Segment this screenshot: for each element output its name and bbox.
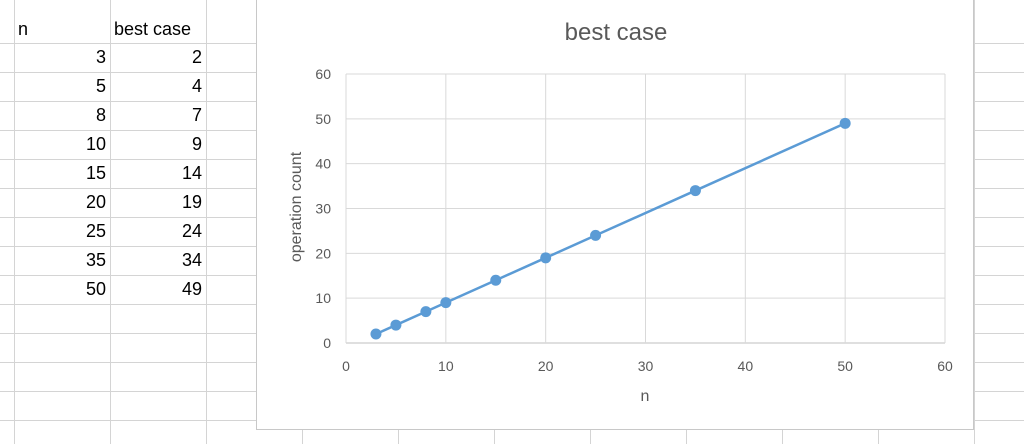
x-axis-label: n bbox=[641, 388, 650, 405]
cell-n[interactable]: 3 bbox=[95, 47, 106, 67]
cell-n[interactable]: 35 bbox=[85, 250, 106, 270]
y-tick-label: 50 bbox=[315, 111, 331, 127]
y-tick-label: 60 bbox=[315, 66, 331, 82]
data-point bbox=[540, 252, 552, 264]
header-cell-n[interactable]: n bbox=[18, 19, 29, 39]
cell-n[interactable]: 50 bbox=[85, 279, 106, 299]
cell-n[interactable]: 25 bbox=[85, 221, 106, 241]
x-tick-label: 50 bbox=[837, 358, 853, 374]
x-tick-label: 0 bbox=[342, 358, 350, 374]
axis-ticks: 0 10 20 30 40 50 60 0 10 20 30 40 50 60 bbox=[315, 66, 953, 374]
x-tick-label: 40 bbox=[738, 358, 754, 374]
x-tick-label: 20 bbox=[538, 358, 554, 374]
data-point bbox=[420, 306, 432, 318]
y-tick-label: 30 bbox=[315, 201, 331, 217]
y-tick-label: 40 bbox=[315, 156, 331, 172]
chart-title: best case bbox=[565, 19, 668, 46]
x-tick-label: 60 bbox=[937, 358, 953, 374]
x-tick-label: 10 bbox=[438, 358, 454, 374]
cell-best-case[interactable]: 14 bbox=[181, 163, 202, 183]
column-divider bbox=[14, 0, 15, 444]
data-point bbox=[689, 185, 701, 197]
y-tick-label: 10 bbox=[315, 290, 331, 306]
cell-best-case[interactable]: 24 bbox=[181, 221, 202, 241]
y-tick-label: 20 bbox=[315, 245, 331, 261]
header-cell-best-case[interactable]: best case bbox=[114, 19, 192, 39]
cell-best-case[interactable]: 49 bbox=[181, 279, 202, 299]
cell-n[interactable]: 10 bbox=[85, 134, 106, 154]
cell-best-case[interactable]: 34 bbox=[181, 250, 202, 270]
column-divider bbox=[974, 0, 975, 444]
gridlines bbox=[345, 73, 946, 344]
column-divider bbox=[110, 0, 111, 444]
cell-n[interactable]: 15 bbox=[85, 163, 106, 183]
cell-best-case[interactable]: 7 bbox=[191, 105, 202, 125]
data-point bbox=[370, 328, 382, 340]
data-point bbox=[390, 319, 402, 331]
cell-n[interactable]: 8 bbox=[95, 105, 106, 125]
column-divider bbox=[206, 0, 207, 444]
cell-best-case[interactable]: 2 bbox=[191, 47, 202, 67]
cell-best-case[interactable]: 19 bbox=[181, 192, 202, 212]
data-point bbox=[440, 297, 452, 309]
series-best-case bbox=[370, 117, 851, 340]
y-tick-label: 0 bbox=[323, 335, 331, 351]
data-point bbox=[839, 117, 851, 129]
cell-best-case[interactable]: 4 bbox=[191, 76, 202, 96]
data-point bbox=[490, 274, 502, 286]
y-axis-label: operation count bbox=[288, 151, 305, 262]
chart-object[interactable]: 0 10 20 30 40 50 60 0 10 20 30 40 50 60 best case n o… bbox=[256, 0, 974, 430]
cell-n[interactable]: 20 bbox=[85, 192, 106, 212]
cell-n[interactable]: 5 bbox=[95, 76, 106, 96]
x-tick-label: 30 bbox=[638, 358, 654, 374]
cell-best-case[interactable]: 9 bbox=[191, 134, 202, 154]
scatter-chart: 0 10 20 30 40 50 60 0 10 20 30 40 50 60 best case n o… bbox=[288, 19, 953, 405]
data-point bbox=[590, 229, 602, 241]
